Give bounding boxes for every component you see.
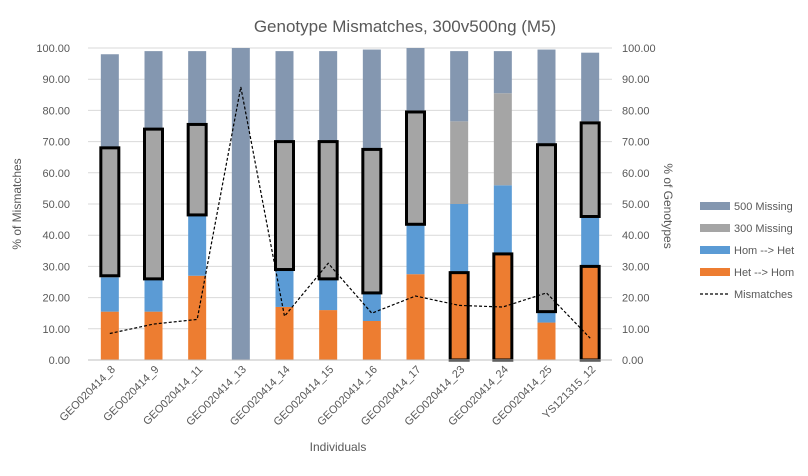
y-tick-label-right: 50.00 (622, 199, 650, 211)
y-axis-title-right: % of Genotypes (661, 163, 675, 248)
legend: 500 Missing 300 Missing Hom --> Het Het -->… (700, 201, 794, 301)
y-tick-label-right: 0.00 (622, 355, 643, 367)
y-tick-label-left: 70.00 (42, 137, 70, 149)
bar-segment (100, 147, 119, 278)
bar-segment (144, 278, 163, 312)
y-axis-title-left: % of Mismatches (10, 158, 24, 249)
bar-segment (406, 274, 425, 360)
bar-segment (100, 277, 119, 312)
legend-swatch (700, 268, 730, 276)
x-axis-title: Individuals (310, 440, 367, 454)
bar-segment (406, 110, 425, 225)
bar-segment (100, 54, 119, 148)
y-tick-label-right: 60.00 (622, 168, 650, 180)
gridlines (88, 47, 612, 330)
chart-title: Genotype Mismatches, 300v500ng (M5) (254, 17, 556, 36)
highlight-box (99, 146, 121, 278)
y-tick-label-left: 40.00 (42, 230, 70, 242)
bar-segment (406, 48, 425, 111)
bar-segment (275, 269, 294, 307)
bar-segment (537, 311, 556, 323)
bar-segment (144, 311, 163, 360)
legend-swatch (700, 246, 730, 254)
y-tick-label-right: 20.00 (622, 293, 650, 305)
highlight-box (536, 143, 557, 314)
bar-segment (537, 49, 556, 145)
bar-segment (188, 124, 207, 215)
bar-segment (450, 51, 469, 122)
legend-label: 500 Missing (734, 201, 793, 213)
highlight-box (317, 140, 339, 281)
bar-segment (493, 51, 512, 94)
y-tick-label-left: 20.00 (42, 293, 70, 305)
bar-segment (493, 93, 512, 186)
bar-segment (406, 224, 425, 275)
y-tick-label-left: 0.00 (49, 355, 70, 367)
legend-swatch (700, 202, 730, 210)
bar-segment (275, 306, 294, 360)
bar-segment (319, 51, 338, 142)
bar-segment (362, 149, 381, 293)
y-tick-label-right: 30.00 (622, 261, 650, 273)
bar-segment (537, 144, 556, 312)
bar-segment (275, 51, 294, 142)
y-tick-label-left: 30.00 (42, 261, 70, 273)
y-tick-label-right: 70.00 (622, 137, 650, 149)
bar-segment (450, 204, 469, 273)
bar-segment (319, 141, 338, 279)
y-tick-label-left: 100.00 (36, 43, 70, 55)
mismatch-line-layer (109, 86, 591, 339)
legend-label: Het --> Hom (734, 267, 794, 279)
y-tick-label-right: 80.00 (622, 105, 650, 117)
bar-segment (450, 121, 469, 204)
y-tick-label-right: 100.00 (622, 43, 656, 55)
bar-segment (231, 48, 250, 360)
highlight-box (274, 140, 295, 272)
highlight-box (405, 110, 426, 226)
bar-segment (450, 272, 469, 360)
bar-segment (319, 278, 338, 311)
bar-segment (581, 52, 600, 122)
bars (100, 48, 600, 360)
bar-segment (319, 310, 338, 360)
legend-label: Mismatches (734, 289, 793, 301)
bar-segment (493, 253, 512, 360)
y-tick-label-right: 40.00 (622, 230, 650, 242)
y-tick-label-left: 10.00 (42, 324, 70, 336)
bar-segment (581, 121, 600, 215)
highlight-boxes (99, 110, 601, 362)
bar-segment (188, 214, 207, 276)
bar-segment (188, 51, 207, 125)
y-tick-label-right: 90.00 (622, 74, 650, 86)
legend-label: 300 Missing (734, 223, 793, 235)
highlight-box (186, 122, 208, 217)
highlight-box (143, 127, 164, 281)
bar-segment (581, 214, 600, 267)
legend-label: Hom --> Het (734, 245, 794, 257)
bar-segment (493, 185, 512, 254)
bar-segment (537, 322, 556, 360)
bar-segment (144, 51, 163, 130)
bar-segment (144, 129, 163, 279)
y-tick-label-left: 90.00 (42, 74, 70, 86)
bar-segment (100, 311, 119, 360)
y-tick-label-left: 80.00 (42, 105, 70, 117)
highlight-box (361, 147, 383, 295)
y-tick-label-left: 60.00 (42, 168, 70, 180)
highlight-box (579, 121, 601, 218)
bar-segment (275, 141, 294, 270)
mismatch-line (109, 86, 591, 339)
bar-segment (362, 292, 381, 321)
bar-segment (362, 321, 381, 360)
y-tick-label-left: 50.00 (42, 199, 70, 211)
bar-segment (362, 49, 381, 150)
bar-segment (581, 266, 600, 360)
legend-swatch (700, 224, 730, 232)
y-tick-label-right: 10.00 (622, 324, 650, 336)
